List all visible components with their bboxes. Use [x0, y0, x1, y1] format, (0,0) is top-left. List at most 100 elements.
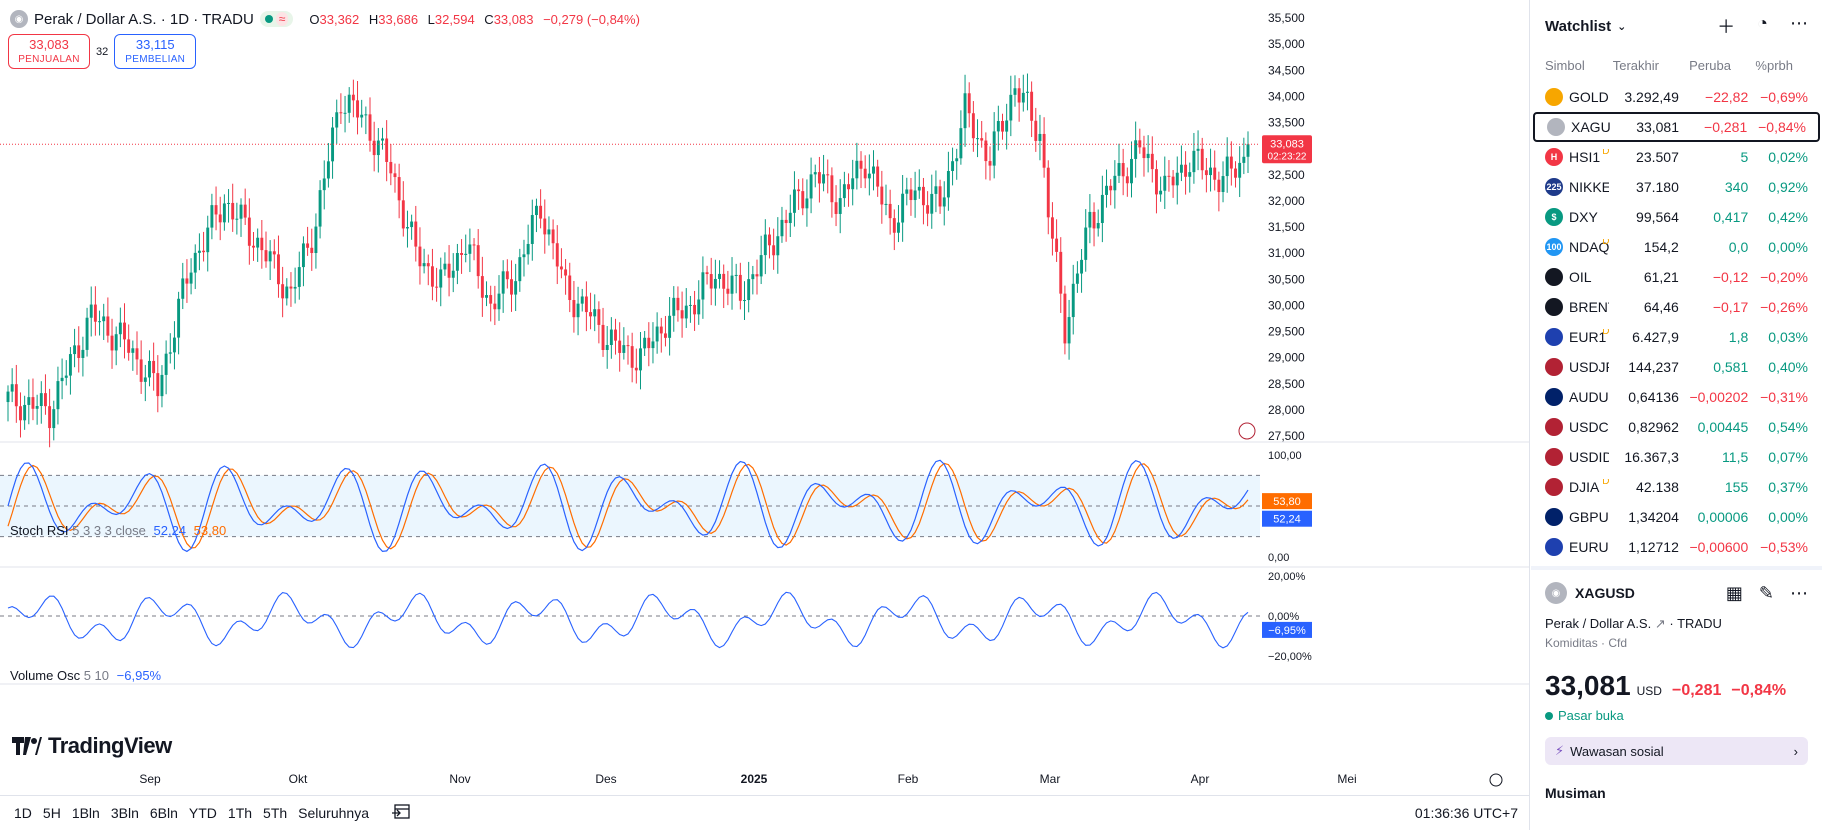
- sell-button[interactable]: 33,083 PENJUALAN: [8, 34, 90, 69]
- candle-body: [584, 296, 588, 313]
- edit-icon[interactable]: ✎: [1758, 582, 1774, 603]
- more-icon[interactable]: ⋯: [1790, 13, 1808, 33]
- candle-body: [247, 217, 251, 246]
- candle-body: [859, 160, 863, 169]
- tradingview-logo[interactable]: TradingView: [12, 733, 172, 759]
- date-range-icon[interactable]: [391, 803, 410, 824]
- candle-body: [476, 245, 480, 277]
- watchlist-row[interactable]: XAGUSD 33,081 −0,281 −0,84%: [1533, 112, 1820, 142]
- oil-drop-icon: [1545, 268, 1563, 286]
- candle-body: [867, 173, 871, 179]
- volume-osc-legend[interactable]: Volume Osc 5 10 −6,95%: [10, 668, 161, 683]
- silver-icon: ◉: [10, 10, 28, 28]
- range-3m[interactable]: 3Bln: [110, 805, 139, 821]
- external-link-icon[interactable]: ↗: [1654, 616, 1666, 631]
- seasonals-title[interactable]: Musiman: [1545, 785, 1606, 801]
- watchlist-row[interactable]: 225 NIKKEI 37.180 340 0,92%: [1531, 172, 1822, 202]
- col-change[interactable]: Peruba: [1689, 57, 1731, 73]
- stoch-tick-label: 0,00: [1268, 552, 1289, 564]
- watchlist-row[interactable]: DJIA D 42.138 155 0,37%: [1531, 472, 1822, 502]
- candle-body: [730, 275, 734, 294]
- watchlist-row[interactable]: OIL 61,21 −0,12 −0,20%: [1531, 262, 1822, 292]
- row-symbol: GBPUSD: [1569, 509, 1609, 525]
- watchlist-row[interactable]: 100 NDAQ D 154,2 0,0 0,00%: [1531, 232, 1822, 262]
- watchlist-columns: Simbol Terakhir Peruba %prbh: [1531, 52, 1822, 78]
- price-tick-label: 34,500: [1268, 63, 1305, 77]
- row-last: 1,12712: [1628, 539, 1679, 555]
- range-1m[interactable]: 1Bln: [71, 805, 100, 821]
- price-tick-label: 33,500: [1268, 116, 1305, 130]
- candle-body: [743, 300, 746, 302]
- candle-body: [863, 168, 867, 179]
- candle-body: [48, 406, 52, 429]
- candle-body: [1192, 150, 1196, 173]
- market-status[interactable]: ≈: [259, 11, 294, 27]
- candle-body: [189, 272, 193, 284]
- candle-body: [460, 253, 464, 255]
- chevron-down-icon[interactable]: ⌄: [1617, 20, 1627, 33]
- range-5y[interactable]: 5Th: [263, 805, 288, 821]
- symbol-title[interactable]: Perak / Dollar A.S. · 1D · TRADU: [34, 10, 254, 28]
- row-symbol-text: USDIDR: [1569, 449, 1610, 465]
- row-symbol-text: DJIA: [1569, 479, 1600, 495]
- watchlist-row[interactable]: AUDUSD 0,64136 −0,00202 −0,31%: [1531, 382, 1822, 412]
- delayed-badge: D: [1602, 329, 1610, 337]
- hsi-icon: H: [1545, 148, 1563, 166]
- candle-body: [547, 229, 551, 235]
- clock[interactable]: 01:36:36 UTC+7: [1414, 805, 1518, 821]
- change-value: −0,279 (−0,84%): [543, 11, 640, 27]
- watchlist-row[interactable]: USDIDR 16.367,3 11,5 0,07%: [1531, 442, 1822, 472]
- range-1d[interactable]: 1D: [14, 805, 32, 821]
- candle-body: [1113, 175, 1117, 191]
- row-last: 154,2: [1643, 239, 1679, 255]
- watchlist-row[interactable]: EUR1 D 6.427,9 1,8 0,03%: [1531, 322, 1822, 352]
- candle-body: [963, 93, 967, 129]
- col-last[interactable]: Terakhir: [1612, 57, 1659, 73]
- col-symbol[interactable]: Simbol: [1545, 57, 1585, 73]
- watchlist-row[interactable]: GBPUSD 1,34204 0,00006 0,00%: [1531, 502, 1822, 532]
- watchlist-row[interactable]: H HSI1 D 23.507 5 0,02%: [1531, 142, 1822, 172]
- candle-body: [1225, 156, 1229, 177]
- watchlist-row[interactable]: USDCHF 0,82962 0,00445 0,54%: [1531, 412, 1822, 442]
- range-ytd[interactable]: YTD: [188, 805, 217, 821]
- more-icon[interactable]: ⋯: [1790, 582, 1808, 603]
- social-insights-button[interactable]: ⚡ Wawasan sosial ›: [1545, 737, 1808, 765]
- range-all[interactable]: Seluruhnya: [298, 805, 369, 821]
- candle-body: [293, 286, 297, 289]
- chart-canvas[interactable]: 35,50035,00034,50034,00033,50033,00032,5…: [0, 0, 1530, 795]
- candle-body: [222, 203, 226, 223]
- candle-body: [1071, 283, 1075, 318]
- chart-area[interactable]: 35,50035,00034,50034,00033,50033,00032,5…: [0, 0, 1530, 830]
- candle-body: [1138, 140, 1142, 148]
- watchlist-row[interactable]: GOLD 3.292,49 −22,82 −0,69%: [1531, 82, 1822, 112]
- candle-body: [1034, 120, 1038, 141]
- candle-body: [272, 251, 276, 255]
- grid-icon[interactable]: ▦: [1725, 582, 1743, 603]
- price-tick-label: 30,000: [1268, 298, 1305, 312]
- range-5d[interactable]: 5H: [42, 805, 61, 821]
- watchlist-row[interactable]: $ DXY 99,564 0,417 0,42%: [1531, 202, 1822, 232]
- settings-gear-icon[interactable]: [1489, 773, 1503, 787]
- range-1y[interactable]: 1Th: [227, 805, 253, 821]
- candle-body: [314, 226, 318, 254]
- watchlist-row[interactable]: USDJPY 144,237 0,581 0,40%: [1531, 352, 1822, 382]
- us-flag-icon[interactable]: [1238, 422, 1256, 440]
- details-symbol[interactable]: XAGUSD: [1575, 585, 1635, 601]
- watchlist-row[interactable]: EURUSD 1,12712 −0,00600 −0,53%: [1531, 532, 1822, 562]
- candle-body: [847, 184, 850, 190]
- row-change: −0,12: [1712, 269, 1749, 285]
- details-exchange[interactable]: TRADU: [1677, 616, 1722, 631]
- add-symbol-icon[interactable]: ＋: [1717, 17, 1736, 37]
- advanced-view-icon[interactable]: ◔: [1757, 13, 1768, 33]
- details-name[interactable]: Perak / Dollar A.S.: [1545, 616, 1652, 631]
- chevron-right-icon: ›: [1793, 743, 1798, 759]
- range-6m[interactable]: 6Bln: [149, 805, 178, 821]
- candle-body: [630, 346, 634, 368]
- row-last: 99,564: [1636, 209, 1679, 225]
- stoch-d-badge-label: 53,80: [1273, 496, 1301, 508]
- watchlist-row[interactable]: BRENT 64,46 −0,17 −0,26%: [1531, 292, 1822, 322]
- stoch-rsi-legend[interactable]: Stoch RSI 5 3 3 3 close 52,24 53,80: [10, 523, 226, 538]
- watchlist-title[interactable]: Watchlist: [1545, 17, 1612, 35]
- buy-button[interactable]: 33,115 PEMBELIAN: [114, 34, 197, 69]
- col-change-pct[interactable]: %prbh: [1755, 57, 1793, 73]
